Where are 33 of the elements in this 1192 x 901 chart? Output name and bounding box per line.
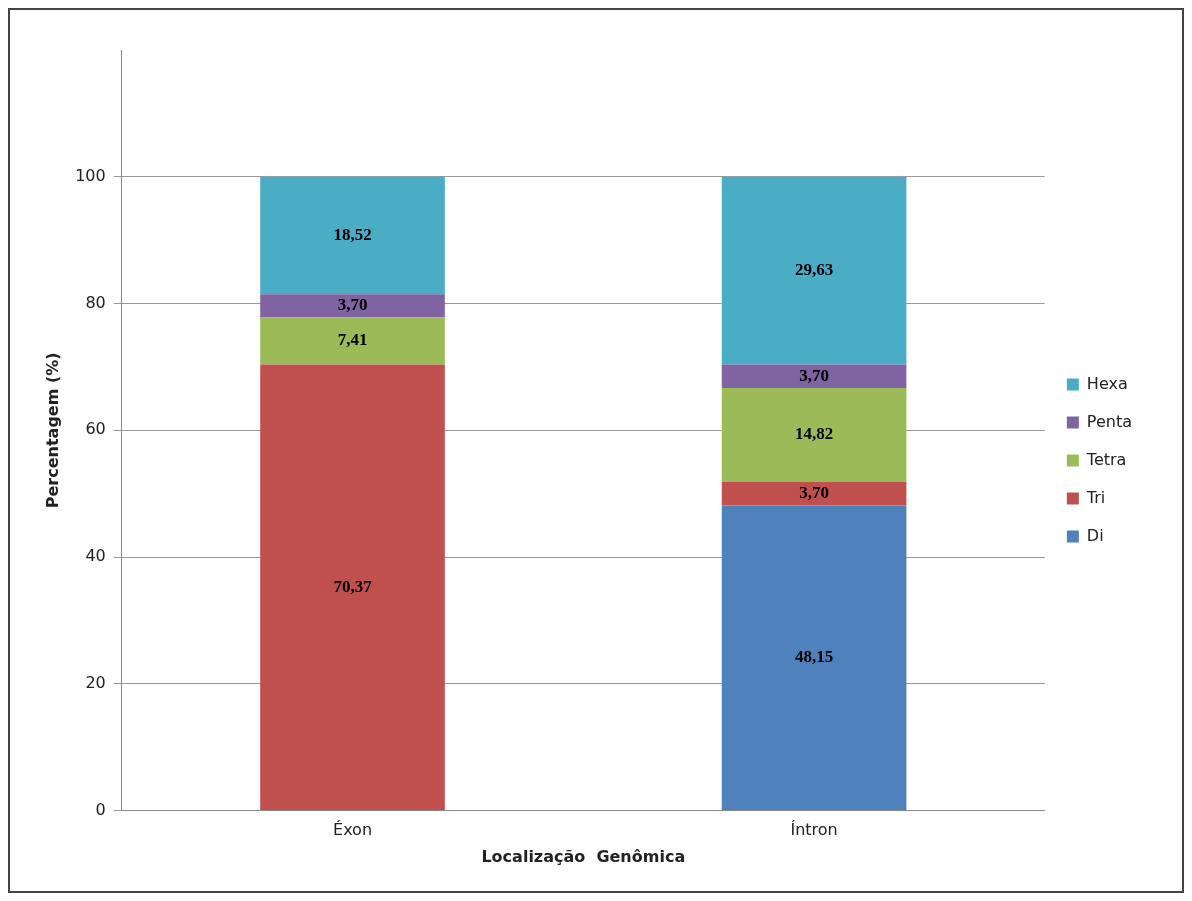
legend-label: Di	[1086, 525, 1104, 545]
bar	[721, 388, 907, 482]
legend-label: Tri	[1085, 487, 1106, 507]
bar	[260, 176, 445, 295]
y-tick-label: 40	[85, 546, 106, 566]
x-axis-title: Localização Genômica	[481, 846, 686, 866]
data-label: 29,63	[794, 260, 834, 280]
legend-label: Tetra	[1085, 449, 1127, 469]
legend-label: Hexa	[1086, 373, 1128, 393]
data-label: 14,82	[794, 424, 834, 444]
bar	[721, 176, 907, 365]
y-tick-label: 100	[75, 165, 106, 185]
y-tick-label: 80	[85, 292, 106, 312]
data-label: 48,15	[794, 647, 834, 667]
x-tick-label: Éxon	[333, 820, 373, 840]
x-tick-label: Íntron	[790, 820, 838, 840]
bar	[721, 364, 907, 389]
data-label: 18,52	[333, 224, 372, 244]
data-label: 3,70	[799, 483, 829, 503]
y-tick-label: 20	[85, 672, 106, 692]
y-tick-label: 0	[95, 799, 106, 819]
bar	[260, 294, 445, 318]
bar	[260, 364, 445, 811]
y-tick-label: 60	[85, 419, 106, 439]
data-label: 3,70	[799, 365, 829, 385]
bar	[721, 481, 907, 506]
data-label: 70,37	[333, 576, 373, 596]
y-axis-title: Percentagem (%)	[42, 352, 62, 509]
bar	[721, 505, 907, 811]
bar	[260, 317, 445, 365]
legend-label: Penta	[1086, 411, 1132, 431]
data-label: 3,70	[337, 295, 368, 315]
data-label: 7,41	[337, 330, 368, 350]
